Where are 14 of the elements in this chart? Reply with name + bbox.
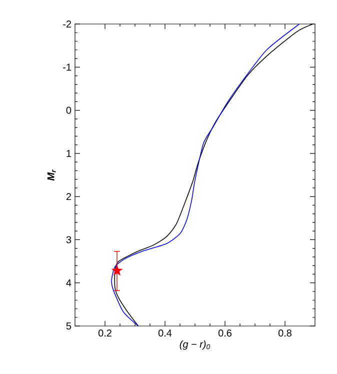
x-tick-label: 0.4	[158, 330, 172, 337]
y-tick-label: 1	[66, 150, 72, 157]
x-tick-label: 0.8	[278, 330, 292, 337]
x-tick-label: 0.6	[218, 330, 232, 337]
y-tick-label: -1	[63, 64, 72, 71]
x-tick-label: 0.2	[98, 330, 112, 337]
y-tick-label: 2	[66, 193, 71, 200]
y-tick-label: -2	[63, 20, 71, 28]
y-tick-label: 3	[66, 236, 72, 244]
x-axis-title: (g − r)$_{0}$	[180, 340, 210, 350]
y-tick-label: 4	[66, 279, 72, 286]
y-axis-title: M$_{r}$	[47, 169, 56, 181]
y-tick-label: 0	[66, 106, 72, 114]
y-tick-label: 5	[66, 322, 72, 330]
